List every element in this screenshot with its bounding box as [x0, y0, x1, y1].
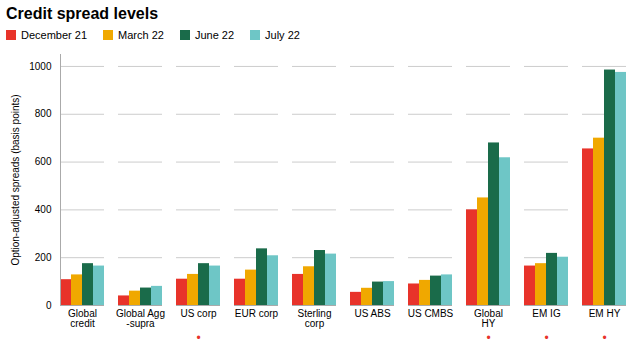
svg-text:US corp: US corp — [180, 308, 217, 319]
svg-text:•: • — [196, 331, 200, 345]
html-text:March 22: March 22 — [118, 29, 164, 41]
svg-text:Globalcredit: Globalcredit — [68, 308, 97, 329]
svg-text:200: 200 — [35, 252, 52, 263]
svg-text:0: 0 — [46, 300, 52, 311]
html-text:Credit spread levels: Credit spread levels — [6, 5, 159, 22]
svg-text:EM HY: EM HY — [589, 308, 621, 319]
svg-text:Option-adjusted spreads (basis: Option-adjusted spreads (basis points) — [10, 94, 21, 265]
svg-text:US ABS: US ABS — [354, 308, 390, 319]
svg-text:EM IG: EM IG — [532, 308, 561, 319]
svg-text:Sterlingcorp: Sterlingcorp — [298, 308, 332, 329]
svg-text:Global Agg-supra: Global Agg-supra — [116, 308, 165, 329]
svg-text:400: 400 — [35, 204, 52, 215]
svg-text:•: • — [544, 331, 548, 345]
svg-text:EUR corp: EUR corp — [235, 308, 279, 319]
svg-text:•: • — [602, 331, 606, 345]
svg-text:600: 600 — [35, 156, 52, 167]
svg-text:US CMBS: US CMBS — [408, 308, 454, 319]
html-text:December 21: December 21 — [21, 29, 87, 41]
svg-text:1000: 1000 — [29, 61, 52, 72]
svg-text:800: 800 — [35, 108, 52, 119]
svg-text:•: • — [486, 331, 490, 345]
svg-text:GlobalHY: GlobalHY — [474, 308, 503, 329]
html-text:July 22: July 22 — [265, 29, 300, 41]
html-text:June 22: June 22 — [194, 29, 235, 41]
